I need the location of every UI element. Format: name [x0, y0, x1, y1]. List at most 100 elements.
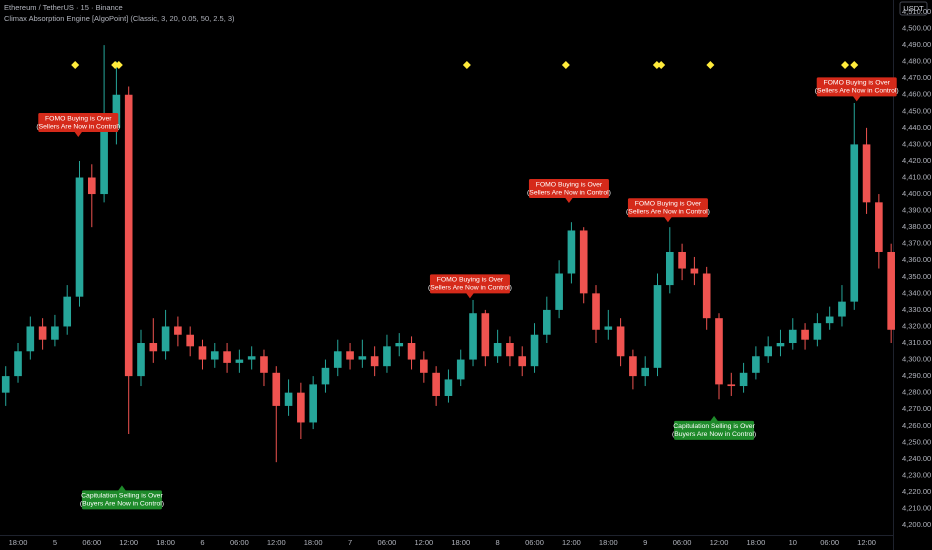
symbol-title: Ethereum / TetherUS · 15 · Binance: [4, 3, 123, 12]
candle-body: [51, 326, 59, 340]
candle-body: [493, 343, 502, 357]
candle-body: [506, 343, 514, 357]
candle-body: [137, 343, 145, 377]
annotation-box: [627, 198, 708, 218]
candle-body: [186, 334, 194, 347]
candle-body: [161, 326, 170, 352]
candle-body: [124, 94, 133, 377]
annotation-pointer: [74, 131, 83, 137]
candle-body: [850, 144, 859, 302]
candle-body: [247, 356, 256, 360]
signal-diamond: [657, 61, 666, 69]
candle-body: [333, 351, 342, 368]
candle-body: [198, 346, 207, 360]
y-tick-label: 4,330.00: [902, 305, 931, 314]
candle-body: [690, 268, 699, 274]
annotation-text: (Sellers Are Now in Control): [36, 123, 120, 130]
candle-body: [752, 356, 760, 373]
candle-body: [801, 329, 809, 340]
signal-diamond: [561, 61, 570, 69]
candle-body: [887, 251, 895, 330]
annotation-pointer: [710, 415, 719, 422]
candle-body: [518, 356, 527, 367]
x-tick-label: 06:00: [820, 538, 839, 547]
annotation-box: [816, 77, 897, 97]
annotation: FOMO Buying is Over(Sellers Are Now in C…: [626, 198, 710, 223]
candle-body: [592, 293, 600, 330]
x-tick-label: 06:00: [525, 538, 544, 547]
annotation-text: FOMO Buying is Over: [536, 181, 603, 188]
y-tick-label: 4,260.00: [902, 421, 931, 430]
y-tick-label: 4,460.00: [902, 90, 931, 99]
x-tick-label: 12:00: [710, 538, 729, 547]
annotation-text: (Buyers Are Now in Control): [672, 431, 756, 438]
candle-body: [1, 376, 10, 393]
y-tick-label: 4,480.00: [902, 57, 931, 66]
candle-body: [678, 251, 686, 269]
y-tick-label: 4,230.00: [902, 470, 931, 479]
annotation-box: [674, 420, 755, 440]
signal-diamond: [841, 61, 850, 69]
signal-diamond: [652, 61, 661, 69]
y-tick-label: 4,240.00: [902, 454, 931, 463]
candle-body: [26, 326, 35, 352]
candle-body: [260, 356, 268, 373]
y-tick-label: 4,500.00: [902, 24, 931, 33]
y-tick-label: 4,200.00: [902, 520, 931, 529]
y-tick-label: 4,490.00: [902, 40, 931, 49]
y-tick-label: 4,210.00: [902, 504, 931, 513]
annotation: Capitulation Selling is Over(Buyers Are …: [672, 415, 756, 440]
candle-body: [100, 127, 108, 195]
candle-body: [665, 251, 674, 286]
annotation-pointer: [117, 485, 126, 491]
candle-body: [788, 329, 797, 344]
x-tick-label: 18:00: [156, 538, 175, 547]
annotation-text: FOMO Buying is Over: [45, 115, 112, 122]
y-tick-label: 4,390.00: [902, 206, 931, 215]
candle-body: [469, 313, 477, 360]
signal-diamond: [850, 61, 859, 69]
y-tick-label: 4,370.00: [902, 239, 931, 248]
annotation-pointer: [465, 292, 474, 299]
annotation-text: (Sellers Are Now in Control): [428, 285, 512, 292]
annotation: FOMO Buying is Over(Sellers Are Now in C…: [815, 77, 899, 102]
x-tick-label: 12:00: [414, 538, 433, 547]
annotation-box: [81, 490, 162, 510]
x-tick-label: 18:00: [451, 538, 470, 547]
candle-body: [420, 359, 428, 373]
candle-body: [555, 273, 563, 310]
indicator-title: Climax Absorption Engine [AlgoPoint] (Cl…: [4, 14, 235, 23]
candle-body: [444, 379, 453, 396]
annotation-text: (Buyers Are Now in Control): [80, 501, 164, 508]
annotation-text: (Sellers Are Now in Control): [815, 88, 899, 95]
y-tick-label: 4,280.00: [902, 388, 931, 397]
annotation: FOMO Buying is Over(Sellers Are Now in C…: [36, 112, 120, 137]
x-tick-label: 6: [200, 538, 204, 547]
currency-label[interactable]: USDT: [903, 4, 924, 13]
annotation-text: FOMO Buying is Over: [437, 277, 504, 284]
y-tick-label: 4,300.00: [902, 355, 931, 364]
currency-button[interactable]: [899, 1, 928, 16]
candle-body: [223, 351, 231, 363]
annotation-text: (Sellers Are Now in Control): [626, 208, 710, 215]
signal-diamond: [114, 61, 123, 69]
candle-body: [358, 356, 367, 360]
candle-body: [383, 346, 391, 367]
y-tick-label: 4,290.00: [902, 371, 931, 380]
annotation: FOMO Buying is Over(Sellers Are Now in C…: [527, 178, 611, 203]
candle-body: [407, 343, 416, 360]
annotation-text: Capitulation Selling is Over: [81, 493, 163, 500]
candle-body: [629, 356, 637, 377]
candle-body: [14, 351, 22, 377]
candle-body: [813, 323, 822, 340]
annotation-box: [429, 274, 510, 294]
candle-body: [297, 392, 305, 423]
candle-body: [370, 356, 379, 367]
x-tick-label: 7: [348, 538, 352, 547]
candle-body: [579, 230, 588, 294]
y-tick-label: 4,310.00: [902, 338, 931, 347]
candle-body: [321, 367, 330, 385]
candle-body: [567, 230, 576, 274]
x-tick-label: 18:00: [304, 538, 323, 547]
annotation-text: Capitulation Selling is Over: [673, 423, 755, 430]
